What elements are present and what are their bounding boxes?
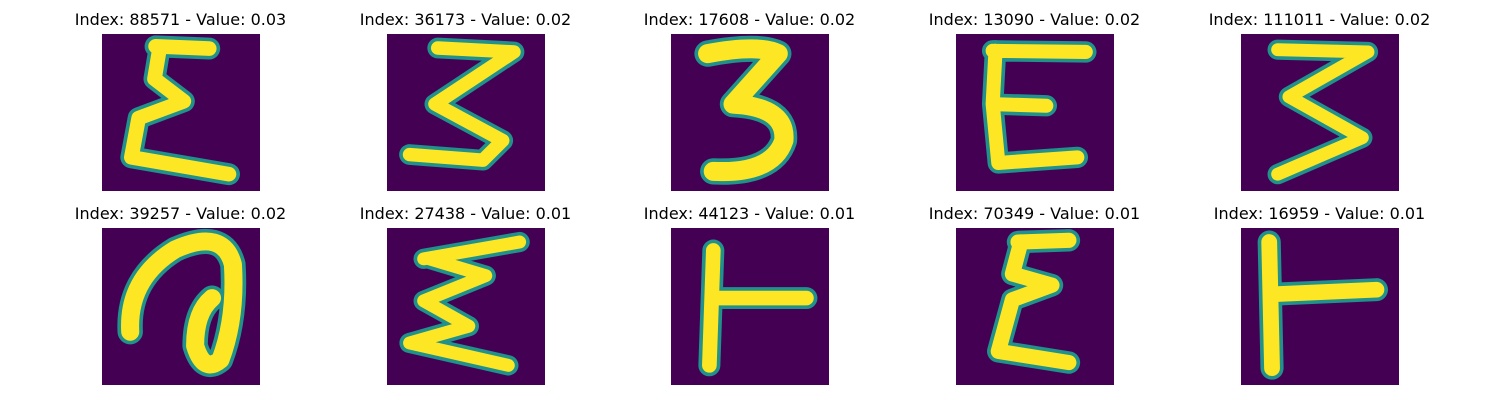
- digit-image: [1241, 34, 1399, 191]
- image-panel-8: Index: 44123 - Value: 0.01: [607, 204, 892, 385]
- image-panel-4: Index: 13090 - Value: 0.02: [892, 10, 1177, 191]
- glyph-stroke: [121, 232, 243, 374]
- glyph-stroke: [702, 243, 814, 373]
- panel-title: Index: 36173 - Value: 0.02: [359, 10, 572, 29]
- glyph-stroke: [403, 235, 527, 372]
- digit-image: [1241, 228, 1399, 385]
- digit-image: [671, 34, 829, 191]
- image-panel-6: Index: 39257 - Value: 0.02: [38, 204, 323, 385]
- panel-title: Index: 13090 - Value: 0.02: [928, 10, 1141, 29]
- panel-title: Index: 39257 - Value: 0.02: [74, 204, 287, 223]
- image-panel-10: Index: 16959 - Value: 0.01: [1177, 204, 1462, 385]
- panel-title: Index: 27438 - Value: 0.01: [359, 204, 572, 223]
- glyph-stroke: [990, 232, 1077, 371]
- image-panel-1: Index: 88571 - Value: 0.03: [38, 10, 323, 191]
- image-panel-5: Index: 111011 - Value: 0.02: [1177, 10, 1462, 191]
- digit-image: [387, 228, 545, 385]
- image-panel-9: Index: 70349 - Value: 0.01: [892, 204, 1177, 385]
- panel-title: Index: 16959 - Value: 0.01: [1213, 204, 1426, 223]
- image-panel-3: Index: 17608 - Value: 0.02: [607, 10, 892, 191]
- panel-title: Index: 111011 - Value: 0.02: [1208, 10, 1431, 29]
- image-panel-7: Index: 27438 - Value: 0.01: [323, 204, 608, 385]
- digit-image: [387, 34, 545, 191]
- glyph-stroke: [402, 41, 521, 167]
- glyph-stroke: [698, 39, 794, 182]
- digit-image: [102, 228, 260, 385]
- image-panel-2: Index: 36173 - Value: 0.02: [323, 10, 608, 191]
- glyph-stroke: [985, 43, 1093, 170]
- glyph-stroke: [1261, 234, 1385, 377]
- panel-title: Index: 17608 - Value: 0.02: [643, 10, 856, 29]
- glyph-stroke: [124, 39, 237, 182]
- digit-image: [956, 34, 1114, 191]
- panel-title: Index: 88571 - Value: 0.03: [74, 10, 287, 29]
- glyph-stroke: [1271, 43, 1375, 181]
- panel-title: Index: 70349 - Value: 0.01: [928, 204, 1141, 223]
- digit-image: [671, 228, 829, 385]
- panel-title: Index: 44123 - Value: 0.01: [643, 204, 856, 223]
- digit-image: [102, 34, 260, 191]
- digit-image: [956, 228, 1114, 385]
